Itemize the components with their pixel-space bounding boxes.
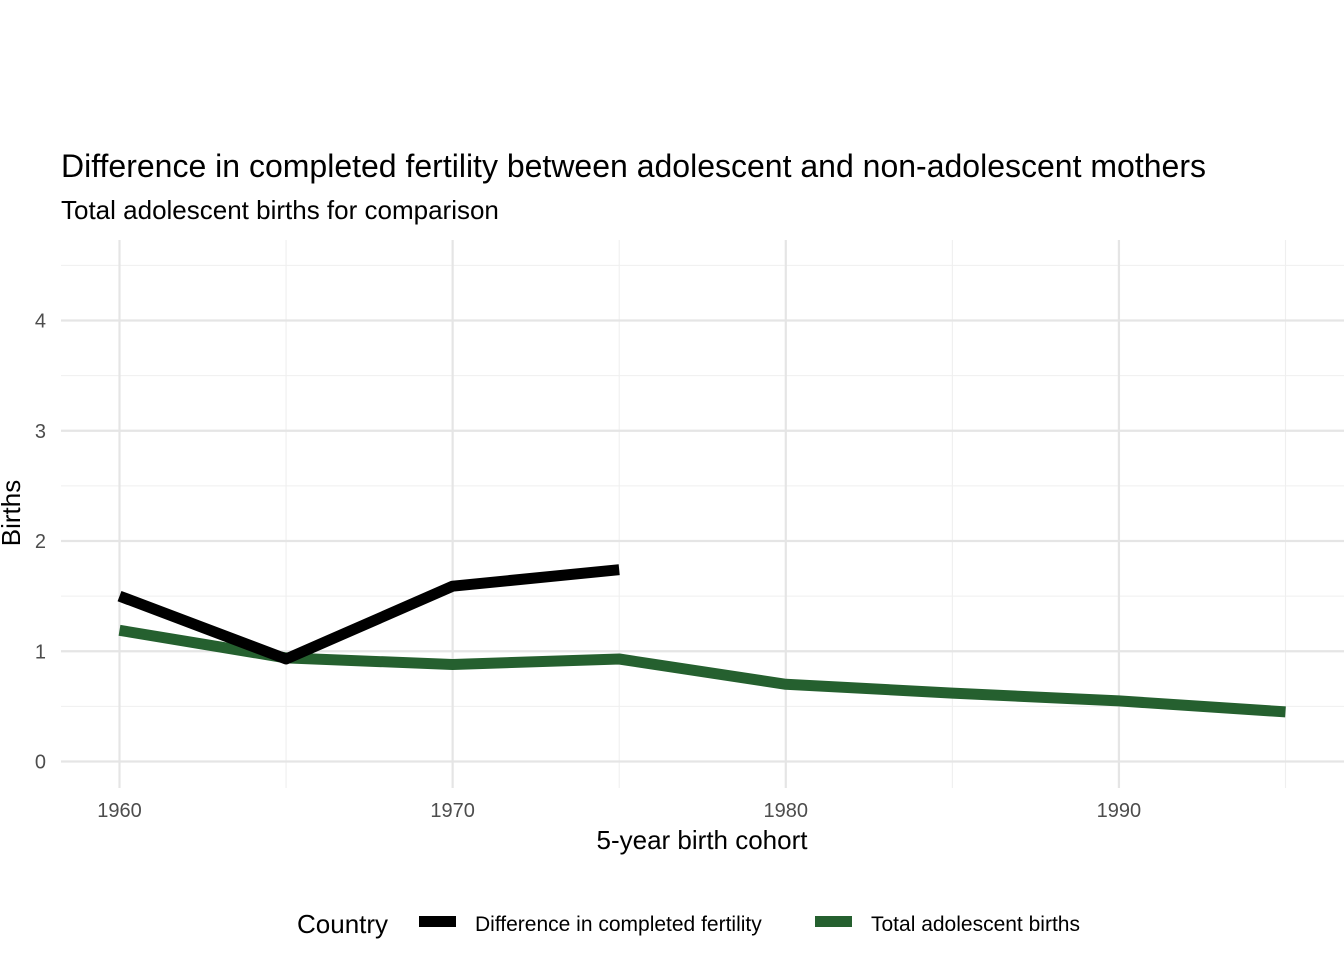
y-tick-label: 0 — [35, 752, 46, 774]
x-axis-ticks: 1960 1970 1980 1990 — [97, 800, 1141, 822]
y-tick-label: 1 — [35, 641, 46, 663]
legend-title: Country — [297, 909, 388, 939]
legend-label-difference: Difference in completed fertility — [475, 913, 762, 936]
series-line-difference — [117, 564, 620, 665]
y-tick-label: 2 — [35, 531, 46, 553]
y-tick-label: 3 — [35, 421, 46, 443]
x-tick-label: 1970 — [430, 800, 475, 822]
chart-subtitle: Total adolescent births for comparison — [61, 195, 499, 225]
legend-key-difference — [419, 916, 456, 927]
x-tick-label: 1960 — [97, 800, 142, 822]
y-axis-ticks: 0 1 2 3 4 — [35, 311, 46, 774]
y-axis-title: Births — [0, 480, 26, 546]
legend: Country Difference in completed fertilit… — [297, 909, 1080, 939]
legend-label-total: Total adolescent births — [871, 913, 1080, 936]
x-tick-label: 1980 — [764, 800, 809, 822]
x-axis-title: 5-year birth cohort — [597, 825, 809, 855]
gridlines — [61, 240, 1344, 788]
x-tick-label: 1990 — [1097, 800, 1142, 822]
y-tick-label: 4 — [35, 311, 46, 333]
legend-key-total — [815, 916, 852, 927]
series-lines — [117, 564, 1286, 718]
chart-title: Difference in completed fertility betwee… — [61, 148, 1206, 184]
series-line-total — [118, 624, 1286, 718]
